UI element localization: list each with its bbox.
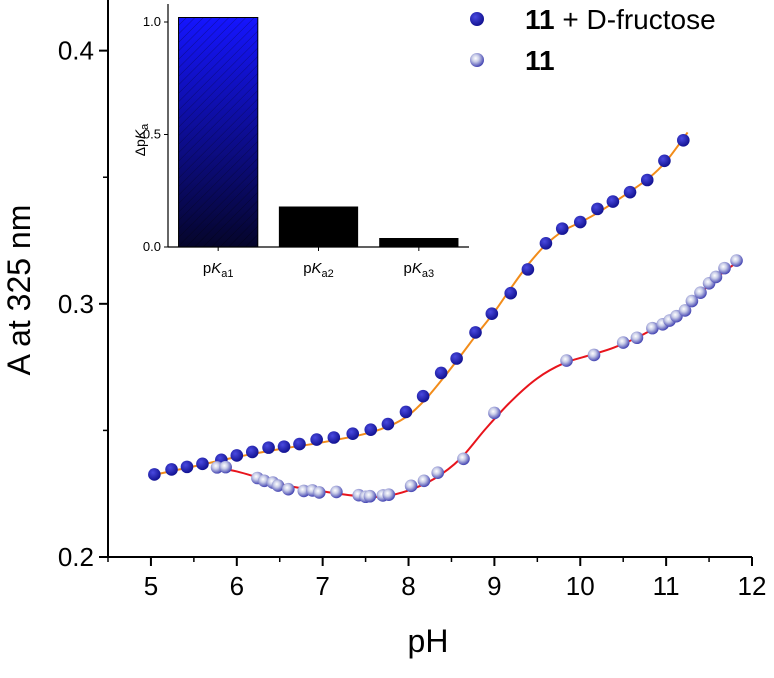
legend: 11 + D-fructose 11 — [470, 4, 716, 76]
inset-y-tick-label: 1.0 — [143, 14, 161, 29]
data-point-11 — [271, 479, 285, 492]
x-tick-label: 10 — [566, 571, 595, 601]
data-point-11 — [560, 354, 573, 367]
inset-bars — [178, 17, 459, 248]
data-point-11 — [417, 474, 431, 488]
x-tick-label: 11 — [653, 571, 680, 601]
data-point-fructose — [293, 437, 306, 451]
inset-bar-pka2 — [278, 206, 359, 247]
data-point-11 — [363, 489, 377, 503]
data-point-11 — [587, 348, 601, 362]
inset-category-labels: pKa1 pKa2 pKa3 — [203, 247, 434, 280]
data-point-fructose — [606, 195, 620, 208]
data-point-fructose — [469, 326, 482, 339]
inset-category-label: pKa3 — [404, 260, 435, 280]
data-point-fructose — [346, 427, 360, 441]
x-tick-label: 12 — [738, 571, 767, 601]
inset-category-label: pKa2 — [303, 260, 334, 280]
data-point-11 — [488, 406, 501, 420]
data-point-11 — [282, 482, 295, 496]
data-point-11 — [730, 254, 743, 267]
data-point-11 — [382, 488, 396, 502]
data-point-fructose — [623, 185, 637, 199]
inset-bar-pka3 — [379, 238, 459, 247]
fit-line-11 — [216, 259, 741, 498]
x-tick-label: 6 — [230, 571, 244, 601]
data-point-11 — [312, 486, 326, 499]
data-point-fructose — [450, 352, 463, 365]
data-point-11 — [630, 331, 644, 345]
inset-y-axis-title: ΔpKa — [132, 123, 151, 156]
main-axes — [107, 0, 752, 558]
data-point-11 — [330, 485, 343, 499]
data-point-fructose — [573, 215, 587, 229]
data-point-fructose — [165, 463, 178, 476]
data-point-11 — [457, 452, 470, 466]
data-point-fructose — [677, 133, 690, 147]
data-point-11 — [431, 466, 445, 479]
data-point-fructose — [640, 173, 654, 187]
x-tick-label: 8 — [401, 571, 415, 601]
data-point-fructose — [327, 431, 341, 444]
data-point-fructose — [399, 405, 413, 419]
data-points — [148, 133, 743, 504]
data-point-fructose — [539, 237, 553, 250]
x-ticks: 5 6 7 8 9 10 11 12 — [107, 557, 767, 601]
inset-bar-hatch — [178, 17, 258, 247]
data-point-11 — [219, 460, 232, 474]
inset-y-ticks: 0.0 0.5 1.0 — [143, 14, 168, 254]
y-tick-label: 0.3 — [58, 289, 94, 319]
legend-marker-fructose — [470, 12, 484, 26]
data-point-fructose — [196, 457, 209, 471]
legend-label-fructose: 11 + D-fructose — [525, 4, 716, 35]
y-ticks: 0.2 0.3 0.4 — [58, 36, 108, 572]
legend-marker-11 — [470, 53, 484, 67]
data-point-fructose — [381, 417, 395, 431]
x-axis-title: pH — [408, 623, 449, 659]
data-point-fructose — [555, 222, 569, 235]
data-point-11 — [685, 294, 699, 308]
data-point-11 — [678, 304, 692, 317]
data-point-11 — [709, 270, 723, 284]
data-point-fructose — [148, 468, 161, 481]
x-tick-label: 7 — [315, 571, 329, 601]
data-point-fructose — [180, 460, 194, 474]
data-point-fructose — [230, 449, 244, 462]
inset-category-label: pKa1 — [203, 260, 234, 280]
data-point-11 — [694, 286, 707, 299]
inset-y-tick-label: 0.5 — [143, 127, 161, 142]
data-point-fructose — [485, 307, 499, 320]
legend-label-11: 11 — [525, 45, 555, 76]
data-point-fructose — [364, 423, 378, 436]
data-point-fructose — [591, 202, 604, 216]
data-point-11 — [616, 336, 630, 349]
data-point-fructose — [504, 286, 518, 300]
y-axis-title: A at 325 nm — [1, 205, 37, 376]
data-point-11 — [646, 321, 659, 335]
inset-bar-chart: 0.0 0.5 1.0 pKa1 pKa2 pKa3 ΔpKa — [132, 4, 469, 280]
data-point-fructose — [434, 366, 448, 380]
data-point-fructose — [658, 154, 671, 168]
y-tick-label: 0.2 — [58, 542, 94, 572]
data-point-11 — [718, 261, 731, 275]
data-point-fructose — [245, 445, 259, 459]
x-tick-label: 9 — [487, 571, 501, 601]
data-point-fructose — [416, 389, 430, 403]
x-tick-label: 5 — [144, 571, 158, 601]
data-point-fructose — [277, 440, 291, 453]
y-tick-label: 0.4 — [58, 36, 94, 66]
data-point-fructose — [310, 433, 323, 446]
data-point-11 — [404, 479, 418, 493]
data-point-fructose — [521, 263, 535, 276]
data-point-fructose — [262, 441, 275, 454]
inset-y-tick-label: 0.0 — [143, 239, 161, 254]
